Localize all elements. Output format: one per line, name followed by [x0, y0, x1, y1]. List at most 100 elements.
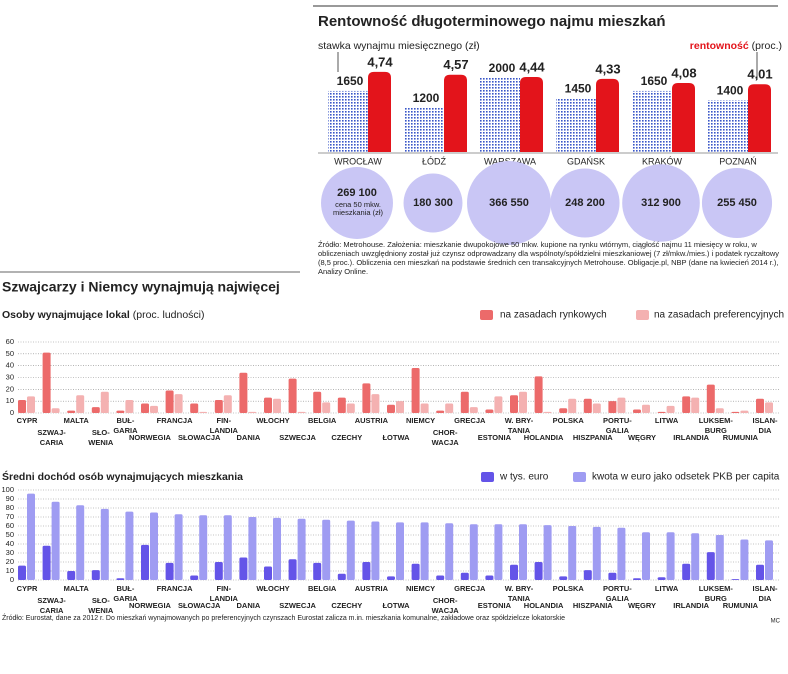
x-tick-label: GRECJA — [454, 416, 486, 425]
y-tick-label: 0 — [10, 575, 14, 584]
bar — [264, 397, 272, 413]
x-tick-label: ESTONIA — [478, 433, 512, 442]
yield-label: 4,33 — [595, 61, 620, 76]
bar — [731, 579, 740, 580]
yield-label: 4,57 — [443, 57, 468, 72]
x-tick-label: PORTU-GALIA — [603, 416, 632, 435]
x-tick-label: FRANCJA — [157, 584, 193, 593]
bar — [100, 508, 109, 580]
x-tick-label: WĘGRY — [628, 433, 656, 442]
city-label: KRAKÓW — [642, 156, 683, 166]
yield-label: 4,44 — [519, 59, 545, 74]
bar — [731, 411, 740, 413]
bar — [223, 395, 232, 413]
bar — [174, 394, 183, 413]
bar — [396, 522, 404, 580]
y-tick-label: 90 — [6, 494, 14, 503]
yield-label: 4,08 — [671, 65, 696, 80]
y-tick-label: 10 — [6, 566, 14, 575]
bar — [125, 399, 134, 413]
x-tick-label: POLSKA — [553, 416, 585, 425]
y-tick-label: 60 — [6, 337, 14, 346]
bar — [436, 410, 445, 413]
x-tick-label: BELGIA — [308, 416, 337, 425]
y-tick-label: 80 — [6, 503, 14, 512]
bar — [715, 535, 724, 580]
bar — [371, 521, 380, 580]
bar — [617, 527, 626, 580]
bar — [165, 562, 174, 580]
bar — [42, 545, 51, 580]
bar — [756, 398, 764, 413]
legend-yield-name: rentowność — [690, 40, 749, 52]
bar — [756, 564, 764, 580]
x-tick-label: FIN-LANDIA — [210, 416, 239, 435]
price-circle — [622, 164, 700, 242]
rent-bar — [708, 100, 748, 152]
bar — [543, 411, 552, 413]
y-tick-label: 50 — [6, 349, 14, 358]
yield-bar — [748, 84, 771, 152]
bar — [387, 404, 395, 413]
bar — [534, 376, 543, 413]
bar — [411, 563, 420, 580]
x-tick-label: BUŁ-GARIA — [113, 584, 138, 603]
price-circle — [550, 168, 620, 238]
rent-bar — [328, 90, 368, 152]
x-tick-label: WŁOCHY — [256, 416, 289, 425]
rent-bar — [556, 98, 596, 152]
bar — [534, 562, 543, 580]
x-tick-label: FRANCJA — [157, 416, 193, 425]
bar — [125, 511, 134, 580]
bar — [239, 372, 248, 413]
x-tick-label: CZECHY — [331, 433, 362, 442]
x-tick-label: HOLANDIA — [524, 601, 564, 610]
bar — [617, 397, 626, 413]
bar — [91, 570, 100, 580]
price-label: 269 100 — [337, 187, 377, 199]
bar — [460, 572, 469, 580]
bar — [765, 402, 773, 413]
x-tick-label: HISZPANIA — [573, 601, 613, 610]
legend-swatch — [480, 310, 493, 320]
bar — [420, 522, 429, 580]
y-tick-label: 40 — [6, 539, 14, 548]
x-tick-label: IRLANDIA — [673, 433, 709, 442]
x-tick-label: SZWAJ-CARIA — [37, 428, 66, 447]
legend-yield: rentowność (proc.) — [690, 40, 782, 52]
y-tick-label: 20 — [6, 384, 14, 393]
bar — [297, 411, 306, 413]
x-tick-label: SZWECJA — [279, 601, 316, 610]
bar — [313, 391, 322, 413]
bar — [691, 533, 700, 580]
x-tick-label: NORWEGIA — [129, 433, 172, 442]
bar — [642, 532, 650, 580]
bar — [239, 557, 248, 580]
bar — [706, 384, 715, 413]
bar — [288, 378, 297, 413]
x-tick-label: NORWEGIA — [129, 601, 172, 610]
bar — [682, 396, 691, 413]
x-tick-label: SŁO-WENIA — [88, 596, 114, 615]
bar — [51, 408, 60, 413]
bar — [494, 524, 503, 580]
x-tick-label: LITWA — [655, 416, 679, 425]
bar — [559, 576, 568, 580]
y-tick-label: 40 — [6, 361, 14, 370]
bar — [543, 525, 552, 580]
bar — [485, 409, 494, 413]
bar — [322, 519, 331, 580]
bar — [583, 570, 592, 580]
city-label: POZNAŃ — [719, 156, 757, 166]
bar — [76, 505, 85, 580]
legend-label: na zasadach rynkowych — [500, 310, 607, 321]
x-tick-label: DANIA — [237, 601, 261, 610]
x-tick-label: WŁOCHY — [256, 584, 289, 593]
x-tick-label: NIEMCY — [406, 416, 435, 425]
chart-title: Średni dochód osób wynajmujących mieszka… — [2, 470, 243, 483]
bar — [18, 565, 26, 580]
yield-label: 4,01 — [747, 67, 772, 82]
y-tick-label: 10 — [6, 396, 14, 405]
rent-label: 1200 — [413, 91, 440, 105]
bar — [346, 403, 355, 413]
